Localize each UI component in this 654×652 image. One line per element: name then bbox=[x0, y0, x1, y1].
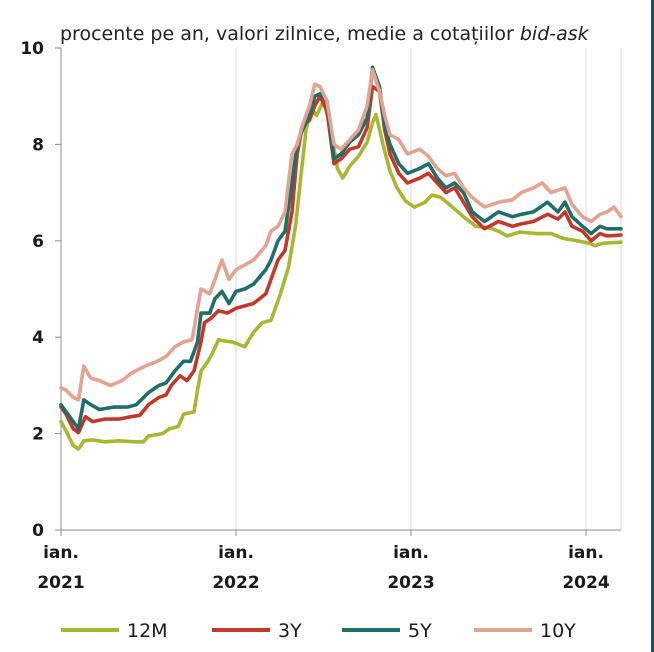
series-line-10y bbox=[59, 67, 623, 402]
axes bbox=[60, 48, 621, 531]
right-border bbox=[651, 0, 654, 652]
y-tick-label-2: 2 bbox=[32, 425, 44, 445]
x-tick-label-month-1: ian. bbox=[218, 543, 254, 563]
x-tick-label-year-3: 2024 bbox=[562, 573, 609, 593]
x-tick-label-year-2: 2023 bbox=[387, 573, 434, 593]
x-axis-ticks: ian. 2021 ian. 2022 ian. 2023 ian. 2024 bbox=[37, 530, 610, 593]
x-tick-label-month-3: ian. bbox=[568, 543, 604, 563]
x-tick-label-month-2: ian. bbox=[393, 543, 429, 563]
legend-label-3y: 3Y bbox=[278, 620, 302, 642]
chart-title: procente pe an, valori zilnice, medie a … bbox=[60, 23, 590, 45]
legend-label-10y: 10Y bbox=[540, 620, 576, 642]
y-tick-label-8: 8 bbox=[32, 135, 44, 155]
grid-lines bbox=[60, 48, 622, 530]
legend-label-5y: 5Y bbox=[408, 620, 432, 642]
series-line-5y bbox=[59, 65, 623, 431]
x-tick-label-month-0: ian. bbox=[43, 543, 79, 563]
legend-label-12m: 12M bbox=[127, 620, 168, 642]
y-tick-label-0: 0 bbox=[32, 521, 44, 541]
series-line-3y bbox=[59, 84, 623, 435]
legend: 12M 3Y 5Y 10Y bbox=[61, 620, 576, 642]
series-lines bbox=[59, 65, 623, 451]
y-tick-label-4: 4 bbox=[32, 328, 44, 348]
y-axis-ticks: 0 2 4 6 8 10 bbox=[20, 39, 61, 541]
y-tick-label-10: 10 bbox=[20, 39, 44, 59]
y-tick-label-6: 6 bbox=[32, 232, 44, 252]
x-tick-label-year-0: 2021 bbox=[37, 573, 84, 593]
x-tick-label-year-1: 2022 bbox=[212, 573, 259, 593]
